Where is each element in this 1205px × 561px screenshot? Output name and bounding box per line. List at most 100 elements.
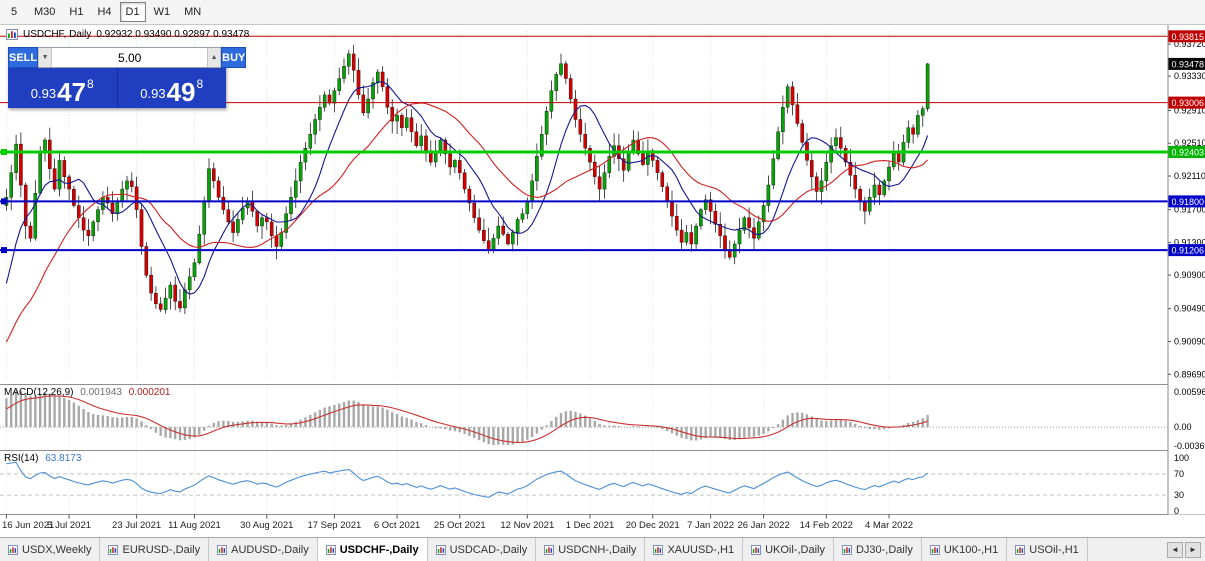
svg-text:5 Jul 2021: 5 Jul 2021	[47, 520, 91, 531]
rsi-indicator[interactable]	[0, 461, 1168, 498]
one-click-trade-panel: SELL ▼ ▲ BUY 0.93 47 8 0.93 49 8	[8, 47, 247, 108]
chart-icon	[217, 544, 228, 555]
chart-tab-dj30-daily[interactable]: DJ30-,Daily	[834, 538, 922, 561]
chart-area[interactable]: 0.93720 0.93330 0.92910 0.92510 0.92110 0.917…	[0, 25, 1205, 537]
timeframe-button-h1[interactable]: H1	[69, 6, 84, 18]
chart-tab-usdcad-daily[interactable]: USDCAD-,Daily	[428, 538, 537, 561]
timeframe-button-h4[interactable]: H4	[97, 6, 112, 18]
volume-input[interactable]	[52, 48, 208, 67]
svg-text:30 Aug 2021: 30 Aug 2021	[240, 520, 293, 531]
svg-text:0.92110: 0.92110	[1174, 171, 1205, 181]
sell-button[interactable]: SELL	[8, 47, 39, 68]
moving-average-24	[5, 102, 928, 343]
svg-text:0.90090: 0.90090	[1174, 337, 1205, 347]
svg-text:4 Mar 2022: 4 Mar 2022	[865, 520, 913, 531]
chart-tab-usdchf-daily[interactable]: USDCHF-,Daily	[317, 538, 428, 561]
rsi-name: RSI(14)	[4, 453, 39, 464]
buy-button[interactable]: BUY	[221, 47, 247, 68]
svg-text:70: 70	[1174, 469, 1184, 479]
tab-scroll-right-icon[interactable]: ►	[1185, 541, 1201, 558]
svg-text:20 Dec 2021: 20 Dec 2021	[626, 520, 680, 531]
chart-icon	[544, 544, 555, 555]
tab-scroll-controls: ◄ ►	[1163, 538, 1205, 561]
svg-text:0.92910: 0.92910	[1174, 106, 1205, 116]
tab-label: USDCAD-,Daily	[449, 543, 528, 556]
timeframe-button-mn[interactable]: MN	[184, 6, 202, 18]
tab-scroll-left-icon[interactable]: ◄	[1167, 541, 1183, 558]
svg-text:0.93478: 0.93478	[1172, 59, 1205, 69]
svg-text:14 Feb 2022: 14 Feb 2022	[800, 520, 853, 531]
level-handle[interactable]	[1, 247, 7, 254]
svg-text:0.00: 0.00	[1174, 422, 1192, 432]
svg-text:0.92403: 0.92403	[1172, 148, 1205, 158]
chart-title: USDCHF, Daily 0.92932 0.93490 0.92897 0.…	[6, 29, 249, 40]
svg-text:26 Jan 2022: 26 Jan 2022	[737, 520, 789, 531]
chart-icon	[841, 544, 852, 555]
tab-label: XAUUSD-,H1	[667, 543, 735, 556]
candlestick-series	[4, 44, 930, 315]
sell-price-display[interactable]: 0.93 47 8	[8, 68, 118, 108]
sell-price-main: 0.93	[30, 86, 57, 101]
tab-label: DJ30-,Daily	[855, 543, 913, 556]
svg-text:0.91206: 0.91206	[1172, 246, 1205, 256]
svg-text:11 Aug 2021: 11 Aug 2021	[168, 520, 221, 531]
chart-tab-uk100-h1[interactable]: UK100-,H1	[922, 538, 1008, 561]
macd-indicator[interactable]	[0, 391, 1168, 445]
svg-text:6 Oct 2021: 6 Oct 2021	[374, 520, 420, 531]
chart-tab-usoil-h1[interactable]: USOil-,H1	[1007, 538, 1088, 561]
timeframe-button-d1[interactable]: D1	[119, 2, 146, 22]
svg-text:0.90900: 0.90900	[1174, 270, 1205, 280]
chart-icon	[653, 544, 664, 555]
chart-tab-audusd-daily[interactable]: AUDUSD-,Daily	[209, 538, 318, 561]
svg-text:0.91300: 0.91300	[1174, 237, 1205, 247]
tab-label: USDX,Weekly	[22, 543, 92, 556]
chart-tab-usdx-weekly[interactable]: USDX,Weekly	[0, 538, 101, 561]
macd-signal-value: 0.000201	[128, 387, 171, 398]
chart-ohlc-values: 0.92932 0.93490 0.92897 0.93478	[96, 29, 250, 40]
svg-text:0.93006: 0.93006	[1172, 98, 1205, 108]
svg-text:100: 100	[1174, 453, 1189, 463]
moving-average-10	[5, 81, 929, 295]
chart-tab-eurusd-daily[interactable]: EURUSD-,Daily	[100, 538, 210, 561]
timeframe-button-5[interactable]: 5	[10, 6, 18, 18]
svg-text:17 Sep 2021: 17 Sep 2021	[307, 520, 361, 531]
chart-tab-usdcnh-daily[interactable]: USDCNH-,Daily	[536, 538, 646, 561]
tab-label: USDCNH-,Daily	[558, 543, 637, 556]
chart-tab-xauusd-h1[interactable]: XAUUSD-,H1	[645, 538, 744, 561]
buy-price-display[interactable]: 0.93 49 8	[118, 68, 227, 108]
timeframe-button-m30[interactable]: M30	[34, 6, 56, 18]
svg-text:7 Jan 2022: 7 Jan 2022	[687, 520, 734, 531]
svg-text:25 Oct 2021: 25 Oct 2021	[434, 520, 486, 531]
chart-tabs: USDX,Weekly EURUSD-,Daily AUDUSD-,Daily USD…	[0, 538, 1163, 561]
price-axis[interactable]: 0.93720 0.93330 0.92910 0.92510 0.92110 0.917…	[1167, 25, 1205, 516]
level-handle[interactable]	[1, 198, 7, 205]
rsi-value: 63.8173	[45, 453, 82, 464]
chart-tab-bar: USDX,Weekly EURUSD-,Daily AUDUSD-,Daily USD…	[0, 537, 1205, 561]
timeframe-button-w1[interactable]: W1	[153, 6, 171, 18]
chart-icon	[8, 544, 18, 555]
level-handle[interactable]	[1, 149, 7, 155]
tab-label: USOil-,H1	[1029, 543, 1079, 556]
tab-label: USDCHF-,Daily	[339, 543, 419, 556]
chart-title-icon	[6, 29, 18, 40]
buy-price-main: 0.93	[140, 86, 166, 101]
chart-icon	[325, 544, 336, 555]
buy-price-big: 49	[166, 76, 196, 107]
svg-text:0.93720: 0.93720	[1174, 39, 1205, 49]
tab-label: AUDUSD-,Daily	[231, 543, 309, 556]
svg-text:0.89690: 0.89690	[1174, 369, 1205, 379]
macd-main-value: 0.001943	[80, 387, 122, 398]
volume-stepper: ▼ ▲	[38, 47, 222, 68]
macd-label: MACD(12,26,9) 0.001943 0.000201	[4, 387, 174, 398]
svg-text:1 Dec 2021: 1 Dec 2021	[566, 520, 615, 531]
tab-label: UK100-,H1	[943, 543, 999, 556]
chart-tab-ukoil-daily[interactable]: UKOil-,Daily	[743, 538, 834, 561]
volume-decrease-icon[interactable]: ▼	[38, 48, 53, 67]
chart-icon	[929, 544, 940, 555]
chart-icon	[435, 544, 446, 555]
buy-price-sup: 8	[196, 77, 204, 91]
chart-icon	[108, 544, 119, 555]
svg-text:0.92510: 0.92510	[1174, 138, 1205, 148]
volume-increase-icon[interactable]: ▲	[207, 48, 222, 67]
